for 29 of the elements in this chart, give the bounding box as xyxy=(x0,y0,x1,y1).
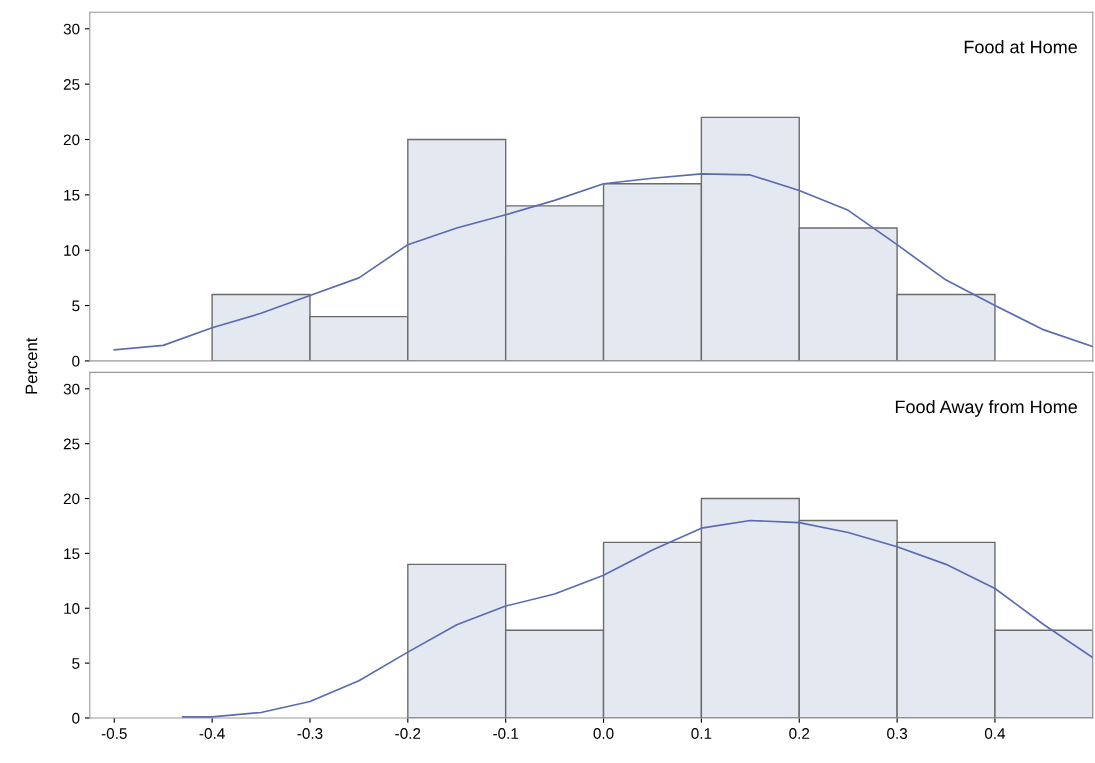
x-tick-label: 0.1 xyxy=(691,728,712,739)
y-tick-label: 10 xyxy=(64,603,80,614)
y-tick-label: 0 xyxy=(72,712,80,724)
y-tick-label: 25 xyxy=(63,79,80,90)
y-tick-label: 15 xyxy=(64,189,80,201)
x-tick-label: -0.2 xyxy=(395,728,421,739)
y-tick-label: 15 xyxy=(64,548,80,560)
y-tick-label: 30 xyxy=(63,383,80,395)
y-tick-label: 25 xyxy=(63,438,80,450)
y-tick-label: 20 xyxy=(63,134,80,146)
annotation: Food at Home xyxy=(964,40,1077,54)
annotation: Food Away from Home xyxy=(895,400,1077,417)
x-tick-label: 0.0 xyxy=(593,728,614,739)
x-tick-label: 0.3 xyxy=(887,728,908,739)
x-tick-label: -0.1 xyxy=(493,728,519,739)
x-tick-label: 0.4 xyxy=(984,728,1006,739)
y-tick-label: 10 xyxy=(64,245,80,256)
x-tick-label: 0.2 xyxy=(789,728,810,739)
y-tick-label: 5 xyxy=(72,300,80,312)
x-tick-label: -0.5 xyxy=(101,728,127,739)
y-axis-title: Percent xyxy=(25,337,38,394)
y-tick-label: 20 xyxy=(63,493,80,505)
line-series xyxy=(181,519,1093,718)
y-tick-label: 5 xyxy=(72,658,80,669)
y-tick-label: 30 xyxy=(63,23,80,35)
x-tick-label: -0.3 xyxy=(297,728,323,739)
line-series xyxy=(113,172,1093,351)
y-tick-label: 0 xyxy=(72,355,80,367)
x-tick-label: -0.4 xyxy=(199,728,225,739)
